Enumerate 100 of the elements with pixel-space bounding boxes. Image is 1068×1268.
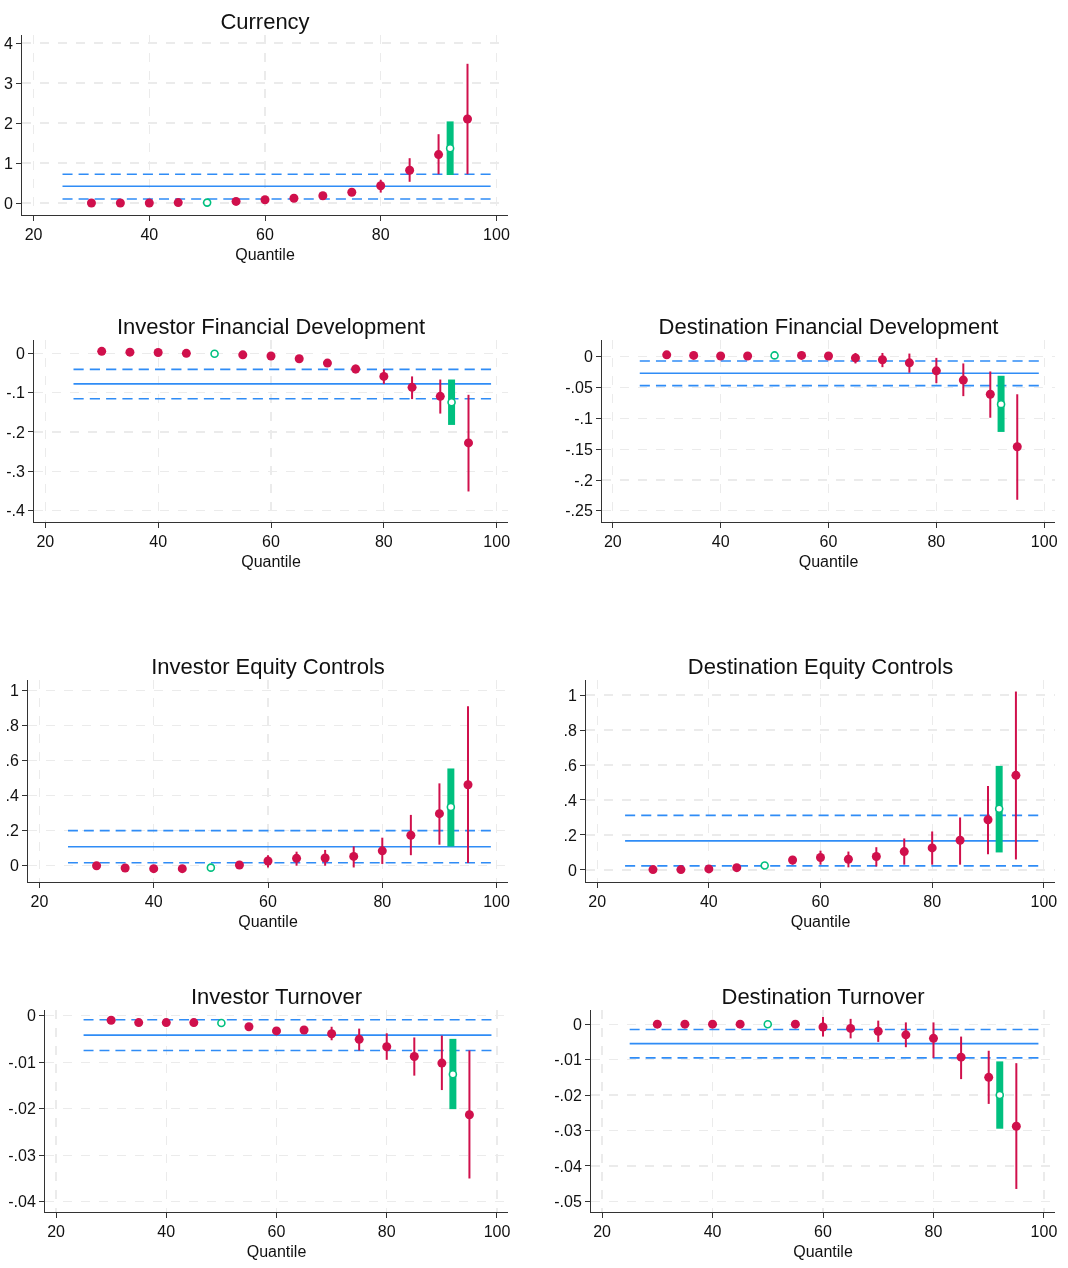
point <box>716 351 726 361</box>
point <box>244 1022 254 1032</box>
y-tick-label: -.02 <box>8 1100 36 1118</box>
point <box>984 1072 994 1082</box>
y-tick-label: -.2 <box>574 471 593 489</box>
point <box>901 1030 911 1040</box>
point <box>86 198 96 208</box>
x-tick-label: 20 <box>24 226 43 244</box>
x-tick-label: 80 <box>377 1223 396 1241</box>
point <box>676 865 686 875</box>
x-tick-label: 100 <box>483 893 511 911</box>
point <box>463 780 473 790</box>
point <box>648 865 658 875</box>
x-tick-label: 100 <box>483 1223 511 1241</box>
point <box>382 1042 392 1052</box>
x-tick-label: 80 <box>927 533 946 551</box>
point <box>292 853 302 863</box>
y-tick-label: -.1 <box>574 409 593 427</box>
point <box>153 348 163 358</box>
point <box>846 1023 856 1033</box>
point <box>144 198 154 208</box>
y-tick-label: .2 <box>563 826 577 844</box>
point <box>927 843 937 853</box>
y-tick-label: -.03 <box>8 1146 36 1164</box>
x-tick-label: 60 <box>819 533 838 551</box>
chart-title: Destination Financial Development <box>658 314 999 339</box>
point <box>689 350 699 360</box>
x-tick-label: 60 <box>256 226 274 244</box>
point <box>327 1029 337 1039</box>
y-tick-label: 0 <box>15 345 25 363</box>
point <box>97 346 107 356</box>
x-tick-label: 80 <box>374 533 393 551</box>
y-tick-label: 0 <box>567 861 577 879</box>
y-tick-label: 0 <box>3 194 13 212</box>
point <box>266 351 276 361</box>
point <box>260 195 270 205</box>
point <box>958 375 968 385</box>
point <box>320 853 330 863</box>
y-tick-label: -.3 <box>6 462 25 480</box>
point <box>899 847 909 857</box>
y-tick-label: 4 <box>3 34 13 52</box>
point <box>871 851 881 861</box>
x-tick-label: 40 <box>711 533 730 551</box>
chart-title: Investor Equity Controls <box>151 654 385 679</box>
point <box>931 366 941 376</box>
x-tick-label: 40 <box>149 533 168 551</box>
x-tick-label: 80 <box>373 893 392 911</box>
point <box>708 1019 718 1029</box>
point <box>735 1019 745 1029</box>
point <box>928 1033 938 1043</box>
y-tick-label: .6 <box>5 752 19 770</box>
x-tick-label: 40 <box>699 893 718 911</box>
y-tick-label: 0 <box>572 1015 582 1033</box>
point <box>704 864 714 874</box>
x-tick-label: 60 <box>814 1223 832 1241</box>
y-tick-label: .4 <box>5 787 19 805</box>
point <box>322 358 332 368</box>
y-tick-label: -.15 <box>565 440 593 458</box>
point <box>231 196 241 206</box>
y-tick-label: 1 <box>9 682 19 700</box>
y-tick-label: 0 <box>26 1007 36 1025</box>
x-tick-label: 60 <box>262 533 280 551</box>
x-axis-title: Quantile <box>238 912 298 930</box>
point <box>263 856 273 866</box>
point <box>189 1018 199 1028</box>
point <box>956 1052 966 1062</box>
y-tick-label: -.04 <box>554 1157 582 1175</box>
point <box>407 382 417 392</box>
point <box>134 1018 144 1028</box>
point <box>299 1025 309 1035</box>
point <box>652 1019 662 1029</box>
y-tick-label: .4 <box>563 791 577 809</box>
x-axis-title: Quantile <box>235 245 295 263</box>
y-tick-label: 0 <box>583 348 593 366</box>
x-tick-label: 20 <box>588 893 607 911</box>
y-tick-label: -.05 <box>554 1192 582 1210</box>
y-tick-label: -.25 <box>565 502 593 520</box>
y-tick-label: -.2 <box>6 423 25 441</box>
point <box>434 150 444 160</box>
point <box>877 355 887 365</box>
point <box>463 114 472 124</box>
x-tick-label: 100 <box>1030 893 1058 911</box>
x-axis-title: Quantile <box>790 912 851 930</box>
x-tick-label: 20 <box>36 533 55 551</box>
point <box>743 351 753 361</box>
point <box>376 181 386 191</box>
x-tick-label: 100 <box>1030 533 1058 551</box>
point <box>120 863 130 873</box>
x-axis-title: Quantile <box>798 552 859 570</box>
x-axis-title: Quantile <box>241 552 301 570</box>
point <box>289 193 299 203</box>
point <box>115 198 125 208</box>
point <box>379 371 389 381</box>
x-tick-label: 60 <box>259 893 277 911</box>
point <box>843 854 853 864</box>
chart-title: Currency <box>220 9 310 34</box>
point <box>149 864 159 874</box>
point <box>818 1022 828 1032</box>
chart-title: Investor Turnover <box>190 984 363 1009</box>
point <box>797 350 807 360</box>
